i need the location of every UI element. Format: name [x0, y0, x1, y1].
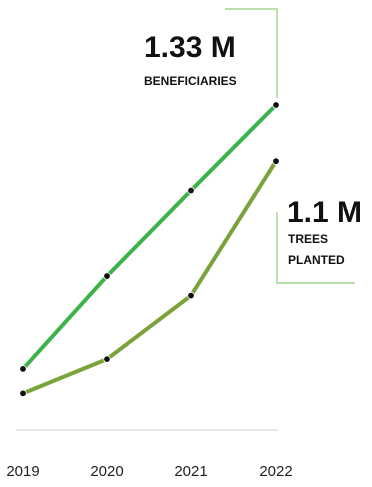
beneficiaries-value: 1.33 M: [144, 31, 236, 64]
x-tick-label: 2021: [174, 463, 207, 480]
data-point-0-1: [103, 272, 111, 280]
beneficiaries-label: BENEFICIARIES: [144, 74, 237, 88]
trees-value: 1.1 M: [287, 196, 362, 229]
annotation-frame-trees: [276, 212, 355, 284]
data-point-1-2: [187, 291, 195, 300]
series-line-1: [21, 159, 278, 396]
data-point-0-0: [19, 365, 27, 373]
annotation-frame-beneficiaries: [225, 8, 278, 98]
data-point-1-0: [19, 389, 27, 398]
data-point-1-1: [103, 355, 111, 363]
data-point-0-3: [272, 101, 280, 109]
trees-label-line2: PLANTED: [288, 253, 345, 267]
x-tick-label: 2019: [6, 463, 39, 480]
data-point-1-3: [272, 157, 280, 165]
trees-label-line1: TREES: [288, 232, 328, 246]
x-tick-label: 2022: [259, 463, 292, 480]
x-tick-label: 2020: [90, 463, 123, 480]
series-line-0: [21, 103, 278, 371]
data-point-0-2: [187, 186, 195, 195]
